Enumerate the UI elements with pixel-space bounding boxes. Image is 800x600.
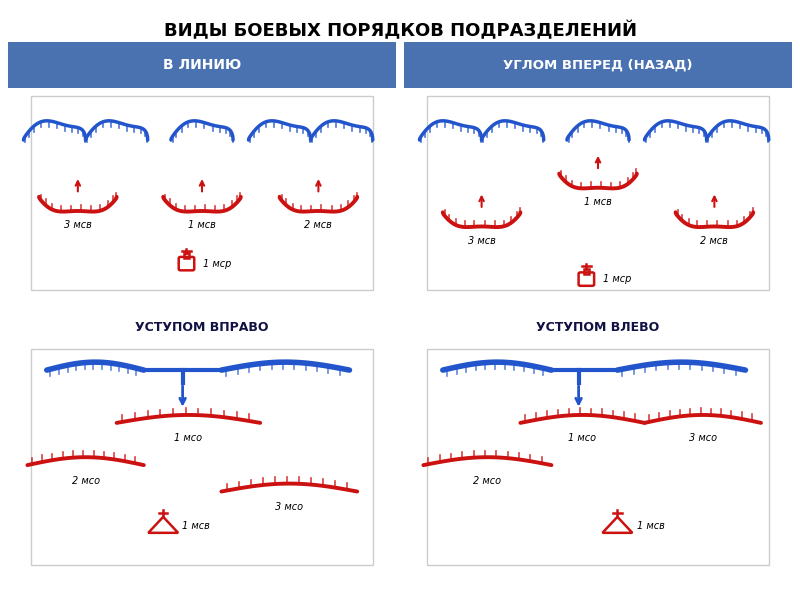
Text: 2 мсв: 2 мсв	[305, 220, 332, 230]
Text: 1 мсв: 1 мсв	[182, 521, 210, 530]
Text: 1 мсо: 1 мсо	[569, 433, 597, 443]
Bar	[184, 253, 189, 258]
Bar	[31, 96, 373, 290]
Bar	[427, 349, 769, 565]
Text: УСТУПОМ ВЛЕВО: УСТУПОМ ВЛЕВО	[536, 322, 660, 334]
Bar	[404, 42, 792, 88]
Text: 1 мср: 1 мср	[602, 274, 631, 284]
Text: 1 мсв: 1 мсв	[188, 220, 216, 230]
Text: УГЛОМ ВПЕРЕД (НАЗАД): УГЛОМ ВПЕРЕД (НАЗАД)	[503, 59, 693, 72]
Bar	[427, 96, 769, 290]
Text: 3 мсв: 3 мсв	[64, 220, 92, 230]
Bar	[31, 349, 373, 565]
Bar	[584, 269, 589, 274]
Text: В ЛИНИЮ: В ЛИНИЮ	[163, 58, 241, 72]
Text: 1 мсв: 1 мсв	[584, 197, 612, 207]
Text: 3 мсо: 3 мсо	[689, 433, 717, 443]
Text: УСТУПОМ ВПРАВО: УСТУПОМ ВПРАВО	[135, 322, 269, 334]
Text: 2 мсо: 2 мсо	[474, 476, 502, 485]
Text: 3 мсо: 3 мсо	[275, 502, 303, 512]
Text: 1 мср: 1 мср	[202, 259, 231, 269]
Text: 3 мсв: 3 мсв	[468, 235, 495, 245]
Bar	[8, 42, 396, 88]
Text: 2 мсо: 2 мсо	[71, 476, 100, 485]
Text: 1 мсв: 1 мсв	[637, 521, 665, 530]
Text: 1 мсо: 1 мсо	[174, 433, 202, 443]
Text: ВИДЫ БОЕВЫХ ПОРЯДКОВ ПОДРАЗДЕЛЕНИЙ: ВИДЫ БОЕВЫХ ПОРЯДКОВ ПОДРАЗДЕЛЕНИЙ	[163, 21, 637, 40]
Text: 2 мсв: 2 мсв	[701, 235, 728, 245]
